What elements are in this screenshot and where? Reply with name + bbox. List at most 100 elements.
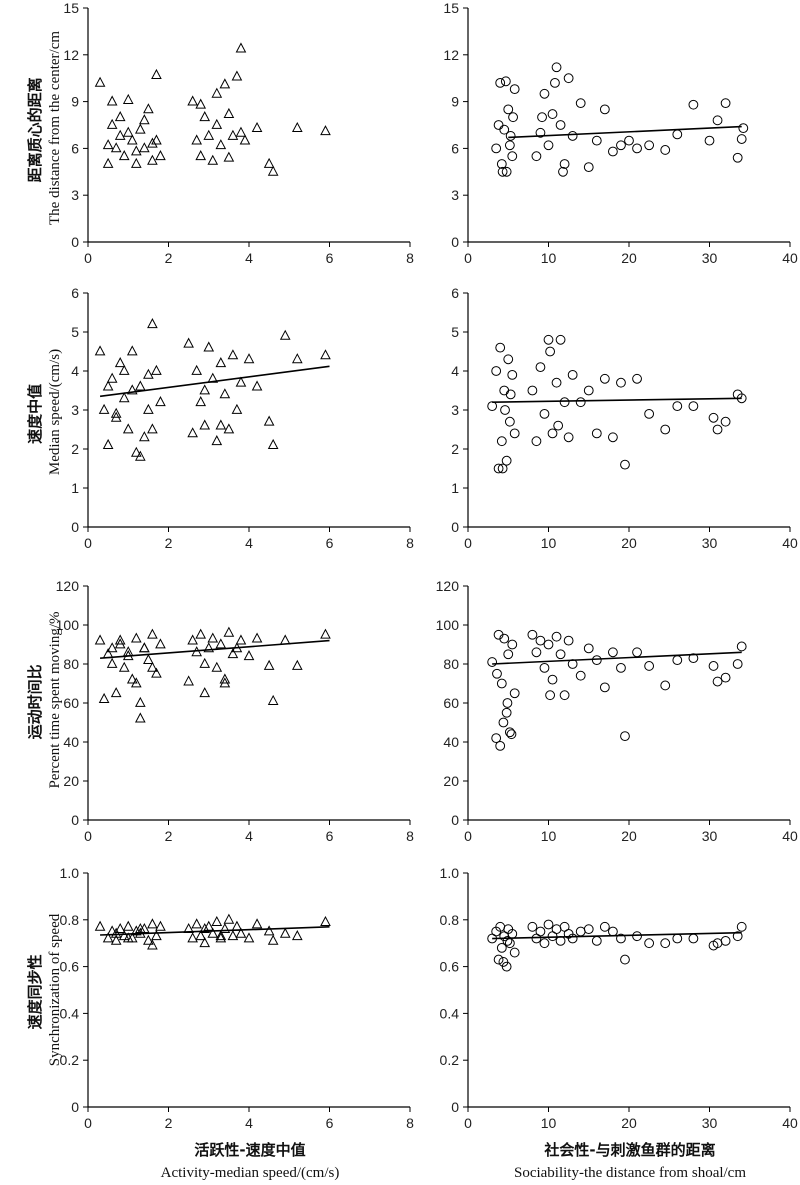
data-point bbox=[547, 428, 558, 439]
data-point bbox=[122, 423, 134, 434]
data-point bbox=[720, 416, 731, 427]
y-tick-label: 9 bbox=[451, 94, 459, 110]
data-point bbox=[493, 120, 504, 130]
trend-line bbox=[492, 651, 742, 665]
data-point bbox=[211, 435, 223, 446]
data-point bbox=[227, 648, 239, 659]
data-point bbox=[139, 142, 150, 153]
x-tick-label: 2 bbox=[165, 535, 173, 551]
data-point bbox=[504, 140, 515, 151]
data-point bbox=[547, 109, 558, 119]
data-point bbox=[567, 933, 578, 944]
data-point bbox=[143, 103, 154, 114]
data-point bbox=[591, 655, 602, 665]
data-point bbox=[509, 947, 520, 958]
x-tick-label: 30 bbox=[702, 535, 718, 551]
panel-r1-c2: 0 3 6 9 12 15 0 10 20 30 40 bbox=[443, 0, 798, 266]
data-point bbox=[110, 407, 122, 418]
data-point bbox=[493, 954, 504, 965]
data-point bbox=[672, 401, 683, 412]
data-point bbox=[114, 357, 126, 368]
data-point bbox=[243, 932, 255, 943]
data-point bbox=[712, 676, 723, 687]
data-point bbox=[187, 932, 198, 943]
data-point bbox=[227, 930, 239, 941]
data-point bbox=[583, 924, 594, 935]
x-tick-label: 10 bbox=[541, 1115, 557, 1131]
data-point bbox=[551, 377, 562, 388]
y-tick-label: 15 bbox=[63, 0, 79, 16]
x-tick-label: 4 bbox=[245, 250, 253, 266]
data-point bbox=[126, 673, 138, 684]
data-point bbox=[495, 77, 506, 88]
data-point bbox=[535, 127, 546, 138]
data-point bbox=[500, 405, 510, 415]
x-tick-label: 0 bbox=[464, 250, 472, 266]
data-point bbox=[215, 139, 227, 150]
x-tick-label: 0 bbox=[84, 535, 92, 551]
data-point bbox=[102, 932, 114, 943]
data-point bbox=[227, 129, 239, 140]
y-tick-label: 3 bbox=[451, 187, 459, 203]
data-point bbox=[139, 642, 150, 653]
x-label-left-zh: 活跃性-速度中值 bbox=[194, 1141, 305, 1159]
data-point bbox=[118, 930, 130, 941]
data-point bbox=[183, 337, 194, 348]
data-point bbox=[591, 135, 602, 146]
data-point bbox=[195, 98, 207, 109]
data-point bbox=[110, 934, 122, 945]
y-tick-label: 4 bbox=[451, 363, 459, 379]
data-point bbox=[227, 349, 239, 360]
data-point bbox=[106, 118, 118, 129]
data-point bbox=[155, 638, 166, 649]
data-point bbox=[139, 642, 150, 653]
data-point bbox=[130, 632, 142, 643]
data-point bbox=[688, 99, 699, 110]
data-point bbox=[575, 926, 586, 937]
data-point bbox=[491, 366, 502, 376]
data-point bbox=[147, 918, 158, 929]
data-point bbox=[506, 729, 517, 740]
data-point bbox=[291, 121, 303, 133]
data-point bbox=[235, 927, 247, 938]
x-tick-label: 20 bbox=[621, 828, 637, 844]
y-tick-label: 80 bbox=[443, 656, 459, 672]
data-point bbox=[215, 932, 227, 943]
y-tick-label: 15 bbox=[443, 0, 459, 16]
data-point bbox=[672, 655, 683, 665]
data-point bbox=[207, 927, 219, 938]
x-tick-label: 40 bbox=[782, 535, 798, 551]
y-label-row1-zh: 距离质心的距离 bbox=[26, 77, 44, 182]
data-point bbox=[235, 634, 247, 645]
y-tick-label: 0 bbox=[71, 1099, 79, 1115]
data-point bbox=[130, 925, 142, 936]
data-point bbox=[497, 463, 508, 474]
data-point bbox=[708, 661, 719, 671]
x-tick-label: 2 bbox=[165, 828, 173, 844]
data-point bbox=[531, 436, 542, 447]
data-point bbox=[504, 938, 515, 949]
data-point bbox=[235, 42, 247, 53]
x-tick-label: 0 bbox=[84, 250, 92, 266]
panel-r4-c2: 0 0.2 0.4 0.6 0.8 1.0 0 10 20 30 40 bbox=[440, 865, 798, 1131]
x-tick-label: 8 bbox=[406, 535, 414, 551]
data-point bbox=[118, 150, 130, 161]
data-point bbox=[139, 114, 150, 125]
y-tick-label: 6 bbox=[451, 140, 459, 156]
data-point bbox=[487, 401, 498, 412]
data-point bbox=[616, 663, 626, 673]
y-label-row4: 速度同步性 Synchronization of speed bbox=[26, 913, 63, 1066]
data-point bbox=[539, 938, 550, 949]
y-tick-label: 0 bbox=[71, 519, 79, 535]
data-point bbox=[118, 392, 130, 403]
x-tick-label: 4 bbox=[245, 828, 253, 844]
data-point bbox=[575, 670, 586, 681]
data-point bbox=[732, 659, 743, 669]
data-point bbox=[608, 647, 618, 658]
data-point bbox=[203, 129, 215, 140]
data-point bbox=[672, 129, 683, 140]
x-tick-label: 10 bbox=[541, 250, 557, 266]
y-axis-titles: 距离质心的距离 The distance from the center/cm … bbox=[26, 31, 63, 1067]
data-point bbox=[243, 650, 255, 661]
data-point bbox=[231, 70, 243, 81]
